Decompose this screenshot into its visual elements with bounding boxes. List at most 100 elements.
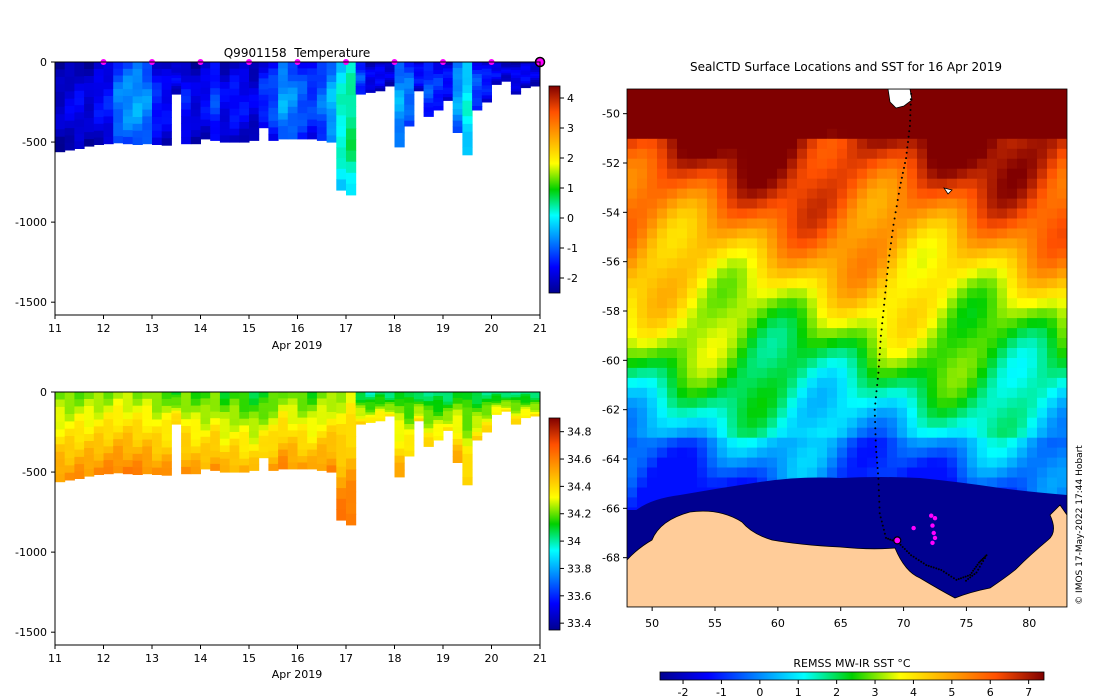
section-cell [142, 89, 153, 97]
track-point [892, 223, 895, 226]
y-tick-label: -1000 [15, 546, 47, 559]
section-cell [239, 82, 250, 90]
sst-cell [837, 228, 848, 239]
sst-cell [787, 188, 798, 199]
sst-cell [787, 89, 798, 100]
section-cell [316, 81, 328, 89]
section-cell [219, 115, 231, 123]
section-cell [481, 75, 492, 80]
section-cell [74, 62, 85, 70]
section-cell [472, 94, 483, 99]
sst-cell [917, 457, 928, 468]
section-cell [413, 399, 425, 403]
sst-cell [837, 298, 848, 309]
sst-cell [1007, 218, 1018, 229]
sst-cell [927, 288, 938, 299]
sst-cell [637, 288, 648, 299]
sst-cell [827, 248, 838, 259]
sst-cell [707, 358, 718, 369]
sst-cell [937, 328, 948, 339]
sst-cell [777, 437, 788, 449]
sst-cell [767, 228, 778, 239]
sst-cell [1007, 427, 1018, 439]
section-cell [152, 117, 163, 125]
sst-cell [897, 328, 908, 339]
section-cell [171, 400, 182, 404]
track-point [983, 557, 986, 560]
section-cell [404, 418, 415, 425]
track-point [888, 254, 891, 257]
track-point [904, 162, 906, 164]
section-cell [171, 67, 182, 71]
section-cell [326, 438, 337, 446]
sst-cell [1007, 318, 1018, 329]
sst-cell [957, 358, 968, 369]
sst-cell [977, 348, 988, 359]
section-cell [384, 412, 395, 415]
sst-cell [977, 128, 988, 140]
section-cell [510, 421, 522, 425]
section-cell [336, 62, 347, 74]
sst-cell [657, 367, 668, 379]
sst-cell [707, 148, 718, 160]
sst-cell [737, 108, 748, 120]
sst-cell [817, 138, 828, 150]
sst-cell [837, 397, 848, 409]
sst-cell [837, 128, 848, 140]
sst-cell [1027, 318, 1038, 329]
section-cell [472, 424, 483, 429]
section-cell [423, 432, 434, 438]
section-cell [326, 458, 337, 466]
section-cell [161, 89, 172, 98]
sst-cell [647, 397, 658, 409]
section-cell [462, 123, 473, 133]
section-cell [365, 397, 376, 401]
section-cell [375, 78, 386, 82]
section-cell [103, 89, 114, 97]
sst-cell [987, 248, 998, 259]
section-cell [336, 94, 347, 106]
section-cell [336, 179, 347, 191]
sst-cell [1037, 387, 1048, 399]
section-cell [462, 131, 473, 140]
sst-cell [717, 218, 728, 229]
track-point [899, 181, 902, 184]
section-cell [452, 439, 463, 446]
section-cell [122, 89, 134, 97]
sst-cell [727, 99, 738, 110]
sst-cell [1027, 338, 1038, 349]
sst-cell [647, 148, 658, 160]
section-cell [142, 109, 153, 117]
section-cell [501, 393, 512, 396]
sst-cell [1037, 298, 1048, 309]
sst-cell [677, 457, 688, 468]
sst-cell [957, 288, 968, 299]
sst-cell [1037, 168, 1048, 180]
sst-cell [867, 318, 878, 329]
section-cell [190, 419, 201, 427]
section-cell [55, 459, 66, 468]
sst-cell [937, 178, 948, 190]
section-cell [200, 404, 211, 412]
sst-cell [997, 417, 1008, 429]
section-cell [229, 452, 240, 460]
sst-cell [657, 427, 668, 439]
section-cell [278, 81, 289, 89]
sst-cell [977, 268, 988, 279]
sst-cell [787, 118, 798, 130]
sst-cell [977, 248, 988, 259]
track-point [896, 199, 899, 201]
sst-cell [817, 218, 828, 229]
track-point [962, 576, 965, 579]
section-cell [404, 99, 415, 106]
section-cell [472, 428, 483, 433]
sst-cell [897, 268, 908, 279]
sst-cell [697, 258, 708, 269]
sst-cell [657, 188, 668, 199]
section-cell [297, 81, 308, 89]
section-cell [346, 84, 357, 96]
sst-cell [987, 268, 998, 279]
section-cell [365, 84, 376, 88]
sst-cell [727, 417, 738, 429]
track-point [890, 242, 892, 245]
